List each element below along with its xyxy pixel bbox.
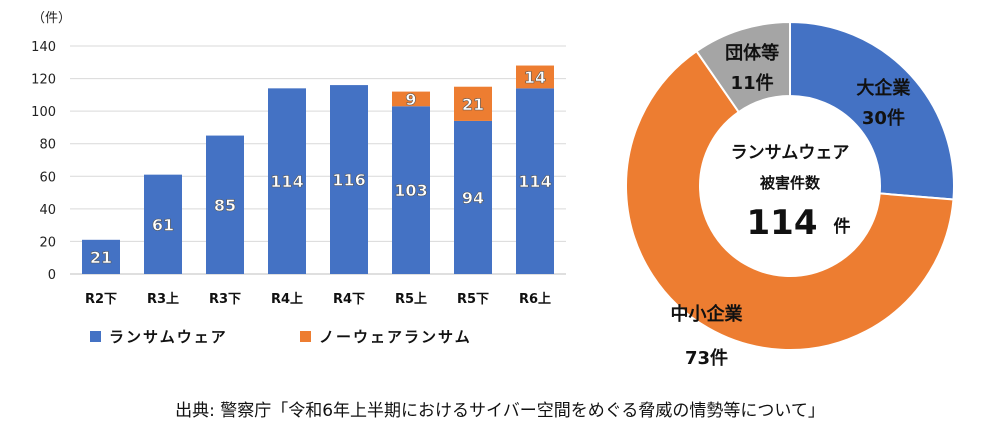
x-tick-label: R5上 bbox=[395, 292, 427, 307]
legend-swatch-ransomware bbox=[90, 331, 101, 342]
x-tick-label: R5下 bbox=[457, 292, 489, 307]
bar-series: 21 61 85 114 116 103 9 94 21 114 14 bbox=[82, 65, 554, 275]
bar-ransomware bbox=[144, 174, 182, 274]
slice-label-value: 30件 bbox=[862, 107, 905, 129]
y-tick-labels: 0 20 40 60 80 100 120 140 bbox=[31, 40, 56, 283]
slice-label-value: 11件 bbox=[731, 72, 774, 94]
y-tick-label: 120 bbox=[31, 73, 56, 88]
legend-label: ノーウェアランサム bbox=[319, 328, 472, 346]
bar-data-label: 9 bbox=[405, 90, 416, 109]
y-tick-label: 0 bbox=[48, 268, 56, 283]
bar-ransomware bbox=[82, 239, 120, 274]
bar-ransomware bbox=[516, 88, 554, 274]
center-title: ランサムウェア bbox=[731, 143, 850, 163]
bar-ransomware bbox=[206, 135, 244, 274]
bar-ransomware bbox=[454, 120, 492, 275]
bar-data-label: 21 bbox=[462, 95, 484, 114]
x-tick-label: R3上 bbox=[147, 292, 179, 307]
bar-data-label: 94 bbox=[462, 188, 484, 207]
legend: ランサムウェア ノーウェアランサム bbox=[90, 328, 472, 346]
y-tick-label: 40 bbox=[39, 203, 56, 218]
donut-slice bbox=[695, 20, 791, 114]
slice-label: 中小企業 73件 bbox=[671, 303, 744, 369]
source-note: 出典: 警察庁「令和6年上半期におけるサイバー空間をめぐる脅威の情勢等について」 bbox=[175, 401, 825, 421]
center-total: 114 bbox=[747, 203, 818, 243]
bar-noware-ransom bbox=[516, 65, 554, 89]
slice-label-name: 団体等 bbox=[725, 42, 779, 64]
slice-label: 団体等 11件 bbox=[725, 42, 779, 94]
y-tick-label: 100 bbox=[31, 105, 56, 120]
y-tick-label: 20 bbox=[39, 235, 56, 250]
legend-swatch-noware-ransom bbox=[300, 331, 311, 342]
bar-data-label: 61 bbox=[152, 215, 174, 234]
bar-noware-ransom bbox=[454, 86, 492, 121]
bar-data-label: 14 bbox=[524, 68, 546, 87]
x-tick-label: R3下 bbox=[209, 292, 241, 307]
center-unit: 件 bbox=[834, 216, 851, 237]
y-tick-label: 140 bbox=[31, 40, 56, 55]
y-tick-label: 80 bbox=[39, 138, 56, 153]
slice-label: 大企業 30件 bbox=[856, 77, 911, 129]
x-tick-label: R4上 bbox=[271, 292, 303, 307]
bar-data-label: 85 bbox=[214, 196, 236, 215]
y-tick-label: 60 bbox=[39, 170, 56, 185]
slice-label-name: 中小企業 bbox=[671, 303, 744, 325]
center-subtitle: 被害件数 bbox=[760, 174, 821, 192]
bar-noware-ransom bbox=[392, 91, 430, 107]
y-axis-unit-label: （件） bbox=[32, 11, 71, 26]
legend-label: ランサムウェア bbox=[109, 328, 228, 346]
bar-data-label: 114 bbox=[270, 172, 303, 191]
bar-data-label: 21 bbox=[90, 248, 112, 267]
bar-data-label: 114 bbox=[518, 172, 551, 191]
x-tick-label: R6上 bbox=[519, 292, 551, 307]
slice-label-value: 73件 bbox=[685, 347, 728, 369]
slice-label-name: 大企業 bbox=[856, 77, 911, 99]
bar-data-label: 103 bbox=[394, 181, 427, 200]
x-tick-labels: R2下 R3上 R3下 R4上 R4下 R5上 R5下 R6上 bbox=[85, 292, 551, 307]
bar-ransomware bbox=[330, 85, 368, 274]
bar-ransomware bbox=[392, 106, 430, 274]
donut-slice bbox=[789, 20, 955, 201]
bar-ransomware bbox=[268, 88, 306, 274]
x-tick-label: R2下 bbox=[85, 292, 117, 307]
x-tick-label: R4下 bbox=[333, 292, 365, 307]
bar-data-label: 116 bbox=[332, 171, 365, 190]
donut-slice bbox=[625, 49, 955, 351]
